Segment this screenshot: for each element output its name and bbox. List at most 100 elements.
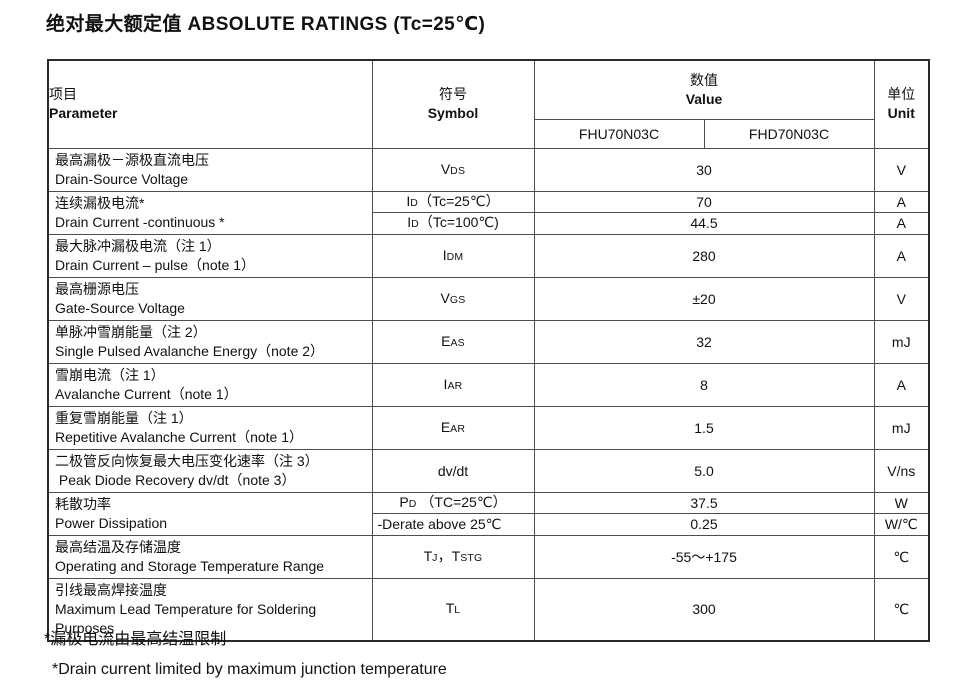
symbol-subscript: D	[411, 218, 419, 231]
col-header-parameter-en: Parameter	[49, 105, 118, 122]
symbol-text: （Tc=100℃)	[418, 214, 499, 231]
parameter-en: Repetitive Avalanche Current（note 1）	[55, 428, 303, 445]
symbol-text: T	[445, 600, 455, 616]
symbol-cell: IAR	[371, 362, 535, 407]
table-row: 连续漏极电流* Drain Current -continuous * ID（Tc=…	[47, 190, 930, 235]
symbol-cell: -Derate above 25℃	[371, 513, 535, 536]
col-header-value-zh: 数值	[690, 71, 718, 88]
parameter-zh: 最大脉冲漏极电流（注 1）	[55, 237, 221, 254]
parameter-zh: 重复雪崩能量（注 1）	[55, 409, 193, 426]
value-cell: 280	[533, 233, 875, 278]
unit-cell: mJ	[873, 405, 930, 450]
unit-cell: W/℃	[873, 513, 930, 536]
table-header: 项目 Parameter 符号 Symbol 数值 Value 单位 Unit …	[47, 59, 930, 149]
value-cell: 1.5	[533, 405, 875, 450]
parameter-cell: 最高结温及存储温度 Operating and Storage Temperatu…	[47, 534, 373, 579]
table-row: 最高漏极－源极直流电压 Drain-Source Voltage VDS 30 V	[47, 147, 930, 192]
symbol-text: I	[443, 375, 448, 392]
col-header-parameter: 项目 Parameter	[47, 59, 373, 149]
symbol-cell: dv/dt	[371, 448, 535, 493]
col-header-symbol-en: Symbol	[427, 105, 479, 122]
symbol-text: V	[440, 289, 450, 306]
col-header-unit-en: Unit	[887, 105, 915, 122]
value-cell: -55～+175	[533, 534, 875, 579]
parameter-zh: 连续漏极电流*	[55, 194, 145, 211]
parameter-en: Single Pulsed Avalanche Energy（note 2）	[55, 342, 325, 359]
parameter-en: Drain Current -continuous *	[55, 213, 225, 230]
table-row: 耗散功率 Power Dissipation PD （TC=25℃） 37.5 W	[47, 491, 930, 536]
parameter-en: Peak Diode Recovery dv/dt（note 3）	[55, 471, 296, 488]
parameter-zh: 单脉冲雪崩能量（注 2）	[55, 323, 207, 340]
parameter-en: Avalanche Current（note 1）	[55, 385, 238, 402]
parameter-cell: 连续漏极电流* Drain Current -continuous *	[47, 190, 373, 235]
parameter-en: Power Dissipation	[55, 514, 168, 531]
col-header-unit-zh: 单位	[887, 86, 916, 103]
col-header-symbol: 符号 Symbol	[371, 59, 535, 149]
table-row: 单脉冲雪崩能量（注 2） Single Pulsed Avalanche Ener…	[47, 319, 930, 364]
symbol-text: （TC=25℃）	[416, 493, 507, 510]
symbol-text: T	[423, 547, 433, 564]
parameter-cell: 单脉冲雪崩能量（注 2） Single Pulsed Avalanche Ener…	[47, 319, 373, 364]
value-cell: 44.5	[533, 212, 875, 235]
table-row: 最高结温及存储温度 Operating and Storage Temperatu…	[47, 534, 930, 579]
value-cell: 37.5	[533, 491, 875, 514]
absolute-ratings-table: 项目 Parameter 符号 Symbol 数值 Value 单位 Unit …	[47, 59, 930, 642]
col-header-unit: 单位 Unit	[873, 59, 930, 149]
symbol-text: I	[442, 246, 447, 263]
parameter-cell: 重复雪崩能量（注 1） Repetitive Avalanche Current（…	[47, 405, 373, 450]
table-row: 最高栅源电压 Gate-Source Voltage VGS ±20 V	[47, 276, 930, 321]
unit-cell: ℃	[873, 534, 930, 579]
parameter-en: Gate-Source Voltage	[55, 299, 185, 316]
parameter-cell: 最高栅源电压 Gate-Source Voltage	[47, 276, 373, 321]
parameter-cell: 雪崩电流（注 1） Avalanche Current（note 1）	[47, 362, 373, 407]
col-header-value-en: Value	[685, 90, 723, 107]
symbol-text: -Derate above 25℃	[377, 516, 502, 533]
col-header-model-fhd70n03c: FHD70N03C	[703, 118, 875, 149]
symbol-cell: VDS	[371, 147, 535, 192]
col-header-symbol-zh: 符号	[439, 86, 467, 103]
footnote-zh: *漏极电流由最高结温限制	[44, 631, 227, 648]
col-header-value: 数值 Value	[533, 59, 875, 120]
symbol-text: ，T	[437, 547, 461, 564]
parameter-zh: 雪崩电流（注 1）	[55, 366, 165, 383]
symbol-cell: TL	[371, 577, 535, 641]
symbol-text: E	[440, 418, 451, 435]
value-cell: 30	[533, 147, 875, 192]
unit-cell: A	[873, 190, 930, 213]
symbol-text: dv/dt	[437, 462, 469, 479]
symbol-subscript: AR	[450, 422, 466, 435]
col-header-parameter-zh: 项目	[49, 86, 77, 103]
page-title: 绝对最大额定值 ABSOLUTE RATINGS (Tc=25℃)	[46, 14, 486, 35]
symbol-text: E	[441, 332, 451, 349]
value-cell: ±20	[533, 276, 875, 321]
parameter-zh: 最高结温及存储温度	[55, 538, 181, 555]
parameter-zh: 引线最高焊接温度	[55, 581, 167, 598]
parameter-en: Maximum Lead Temperature for Soldering P…	[55, 600, 321, 636]
symbol-text: V	[440, 160, 451, 177]
table-row: 重复雪崩能量（注 1） Repetitive Avalanche Current（…	[47, 405, 930, 450]
table-body: 最高漏极－源极直流电压 Drain-Source Voltage VDS 30 V 连续漏…	[47, 147, 930, 641]
unit-cell: W	[873, 491, 930, 514]
value-cell: 5.0	[533, 448, 875, 493]
symbol-cell: EAR	[371, 405, 535, 450]
footnote-en: *Drain current limited by maximum juncti…	[52, 661, 447, 678]
symbol-subscript: D	[408, 497, 417, 510]
symbol-cell: VGS	[371, 276, 535, 321]
symbol-subscript: D	[410, 196, 419, 209]
symbol-cell: PD （TC=25℃）	[371, 491, 535, 514]
symbol-cell: TJ，TSTG	[371, 534, 535, 579]
parameter-en: Drain-Source Voltage	[55, 170, 189, 187]
symbol-subscript: DM	[446, 250, 464, 263]
unit-cell: A	[873, 362, 930, 407]
unit-cell: V/ns	[873, 448, 930, 493]
parameter-en: Operating and Storage Temperature Range	[55, 557, 325, 574]
symbol-cell: ID（Tc=25℃）	[371, 190, 535, 213]
parameter-zh: 二极管反向恢复最大电压变化速率（注 3）	[55, 452, 319, 469]
table-row: 二极管反向恢复最大电压变化速率（注 3） Peak Diode Recovery…	[47, 448, 930, 493]
parameter-cell: 耗散功率 Power Dissipation	[47, 491, 373, 536]
unit-cell: A	[873, 233, 930, 278]
col-header-model-fhu70n03c: FHU70N03C	[533, 118, 705, 149]
parameter-cell: 引线最高焊接温度 Maximum Lead Temperature for Sol…	[47, 577, 373, 641]
symbol-text: I	[406, 192, 411, 209]
